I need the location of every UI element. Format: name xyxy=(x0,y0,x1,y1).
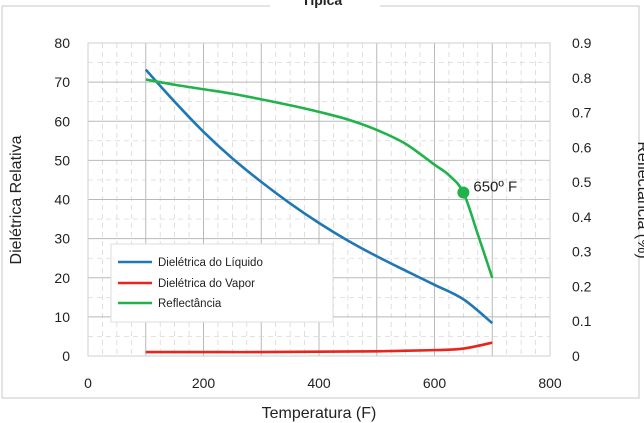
y-tick-label: 80 xyxy=(54,35,70,51)
y-tick-label: 30 xyxy=(54,231,70,247)
series-line-vapor-dielectric xyxy=(145,341,493,354)
x-tick-label: 0 xyxy=(84,375,92,391)
y2-tick-label: 0.1 xyxy=(572,313,592,329)
y2-tick-label: 0.3 xyxy=(572,244,592,260)
x-tick-label: 400 xyxy=(307,375,331,391)
title-background xyxy=(270,0,380,13)
x-axis-title: Temperatura (F) xyxy=(262,405,377,422)
x-tick-label: 800 xyxy=(538,375,562,391)
y2-tick-label: 0.6 xyxy=(572,139,592,155)
legend: Dielétrica do Líquido Dielétrica do Vapo… xyxy=(110,243,334,323)
series-line-liquid-dielectric xyxy=(144,68,494,325)
plot-area xyxy=(87,42,551,357)
annotation-label: 650º F xyxy=(473,179,517,196)
series-line-reflectance xyxy=(145,78,494,279)
legend-label-vapor: Dielétrica do Vapor xyxy=(158,278,255,290)
y-tick-label: 60 xyxy=(54,113,70,129)
x-tick-label: 200 xyxy=(192,375,216,391)
x-axis: 0 200 400 600 800 xyxy=(84,375,562,391)
y2-tick-label: 0.9 xyxy=(572,35,592,51)
grid xyxy=(87,42,551,357)
y-tick-label: 70 xyxy=(54,74,70,90)
y-tick-label: 0 xyxy=(62,348,70,364)
chart-frame xyxy=(1,5,640,399)
x-tick-label: 600 xyxy=(423,375,447,391)
y2-tick-label: 0.7 xyxy=(572,105,592,121)
annotation-marker xyxy=(457,186,470,199)
legend-label-reflectance: Reflectância xyxy=(158,298,222,310)
legend-label-liquid: Dielétrica do Líquido xyxy=(158,257,263,269)
y-axis-right: 0 0.1 0.2 0.3 0.4 0.5 0.6 0.7 0.8 0.9 xyxy=(572,35,592,364)
y2-axis-title: Reflectância (%) xyxy=(634,141,644,258)
chart-title: Típica xyxy=(302,0,343,8)
y2-tick-label: 0 xyxy=(572,348,580,364)
series-group xyxy=(144,68,494,354)
y-axis-left: 0 10 20 30 40 50 60 70 80 xyxy=(54,35,70,364)
y2-tick-label: 0.4 xyxy=(572,209,592,225)
y-axis-title: Dielétrica Relativa xyxy=(8,135,25,264)
y2-tick-label: 0.2 xyxy=(572,278,592,294)
y-tick-label: 40 xyxy=(54,192,70,208)
y-tick-label: 20 xyxy=(54,270,70,286)
y2-tick-label: 0.8 xyxy=(572,70,592,86)
y-tick-label: 10 xyxy=(54,309,70,325)
y2-tick-label: 0.5 xyxy=(572,174,592,190)
y-tick-label: 50 xyxy=(54,152,70,168)
